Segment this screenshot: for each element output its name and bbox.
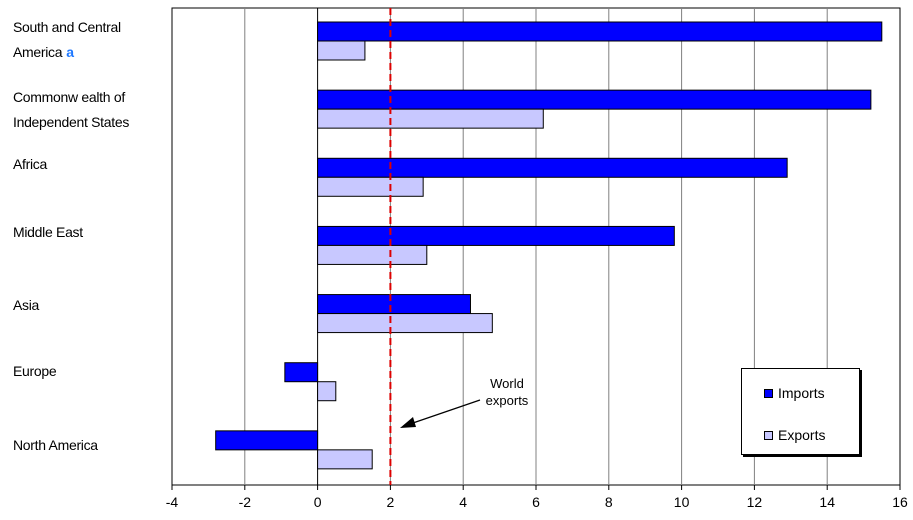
category-label-6: North America — [13, 433, 98, 458]
x-tick-label: 2 — [387, 494, 395, 510]
bar-imports-4 — [317, 294, 471, 315]
category-label-line: North America — [13, 433, 98, 458]
category-label-text: Commonw ealth of — [13, 89, 125, 105]
legend-item-exports: Exports — [764, 427, 825, 443]
x-tick-label: 4 — [459, 494, 467, 510]
category-label-line: South and Central — [13, 15, 121, 40]
category-label-text: Independent States — [13, 114, 130, 130]
x-tick-label: 10 — [674, 494, 690, 510]
category-label-text: Asia — [13, 297, 40, 313]
world-exports-label: World — [490, 376, 524, 391]
bar-imports-6 — [215, 430, 319, 451]
category-label-4: Asia — [13, 293, 39, 318]
bar-imports-3 — [317, 225, 675, 246]
x-tick-label: -4 — [166, 494, 179, 510]
x-tick-label: 16 — [892, 494, 908, 510]
world-exports-reference: World exports — [389, 8, 529, 485]
bars — [215, 21, 883, 470]
bar-exports-1 — [317, 108, 544, 129]
category-label-3: Middle East — [13, 220, 83, 245]
x-tick-label: 6 — [532, 494, 540, 510]
bar-exports-4 — [317, 313, 493, 334]
legend-swatch-exports — [764, 430, 773, 440]
category-label-2: Africa — [13, 152, 47, 177]
x-tick-label: 8 — [605, 494, 613, 510]
category-label-line: America a — [13, 40, 121, 65]
x-tick-label: -2 — [239, 494, 252, 510]
annotation-arrow-head — [400, 417, 416, 428]
category-label-line: Asia — [13, 293, 39, 318]
legend-item-imports: Imports — [764, 385, 825, 401]
category-label-line: Commonw ealth of — [13, 85, 129, 110]
bar-exports-2 — [317, 176, 424, 197]
x-tick-label: 0 — [314, 494, 322, 510]
category-label-text: Africa — [13, 156, 47, 172]
category-label-text: Europe — [13, 363, 57, 379]
legend-label-imports: Imports — [778, 385, 825, 401]
category-label-0: South and Central America a — [13, 15, 121, 65]
x-axis: -4 -2 0 2 4 6 8 10 12 14 16 — [166, 485, 908, 510]
gridlines — [171, 7, 901, 486]
bar-exports-5 — [317, 381, 337, 402]
footnote-mark[interactable]: a — [66, 44, 74, 60]
bar-exports-3 — [317, 244, 428, 265]
bar-exports-6 — [317, 449, 373, 470]
category-label-line: Independent States — [13, 110, 129, 135]
category-label-text: America — [13, 44, 63, 60]
bar-imports-0 — [317, 21, 883, 42]
legend-swatch-imports — [764, 388, 773, 398]
world-exports-label: exports — [486, 393, 529, 408]
category-label-5: Europe — [13, 359, 57, 384]
category-label-text: Middle East — [13, 224, 83, 240]
x-tick-label: 14 — [819, 494, 835, 510]
bar-imports-2 — [317, 157, 788, 178]
bar-imports-1 — [317, 89, 872, 110]
category-label-line: Middle East — [13, 220, 83, 245]
legend-label-exports: Exports — [778, 427, 826, 443]
category-label-line: Africa — [13, 152, 47, 177]
bar-imports-5 — [284, 362, 319, 383]
annotation-arrow-line — [409, 399, 481, 425]
x-tick-label: 12 — [747, 494, 763, 510]
category-label-text: North America — [13, 437, 98, 453]
category-label-1: Commonw ealth of Independent States — [13, 85, 129, 135]
bar-exports-0 — [317, 40, 366, 61]
category-label-line: Europe — [13, 359, 57, 384]
category-label-text: South and Central — [13, 19, 121, 35]
legend: Imports Exports — [741, 368, 860, 455]
